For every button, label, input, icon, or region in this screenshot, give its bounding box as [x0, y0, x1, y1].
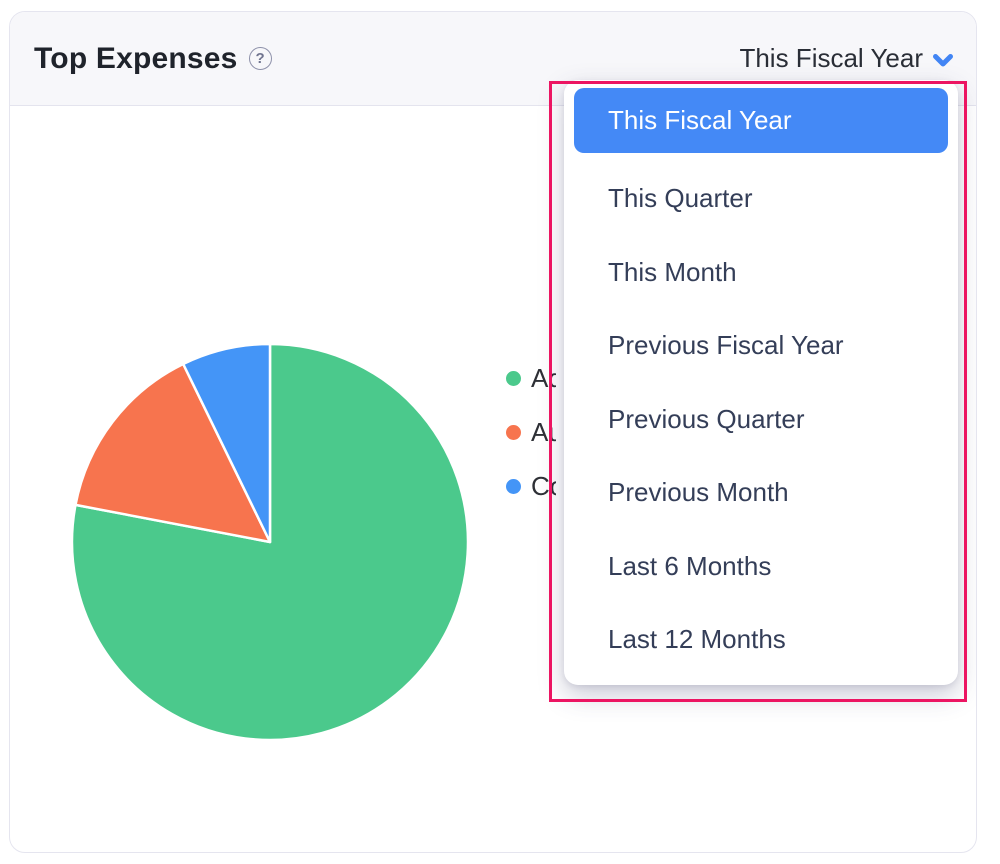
top-expenses-card: Top Expenses ? This Fiscal Year Ad Au — [9, 11, 977, 853]
menu-item-last-12-months[interactable]: Last 12 Months — [608, 624, 786, 655]
legend-item[interactable]: Ad — [506, 363, 556, 393]
legend-label: Ad — [531, 362, 556, 393]
menu-item-previous-fiscal-year[interactable]: Previous Fiscal Year — [608, 330, 844, 361]
legend-item[interactable]: Au — [506, 417, 556, 447]
legend-label: Au — [531, 416, 556, 447]
legend-label: Co — [531, 470, 556, 501]
menu-item-last-6-months[interactable]: Last 6 Months — [608, 550, 772, 581]
legend-dot-orange — [506, 424, 521, 440]
legend-dot-blue — [506, 478, 521, 494]
period-dropdown-menu: This Fiscal Year This Quarter This Month… — [564, 80, 958, 685]
help-icon[interactable]: ? — [248, 47, 272, 70]
chart-legend: Ad Au Co — [506, 363, 556, 525]
pie-slice-2[interactable] — [74, 362, 272, 544]
menu-item-this-month[interactable]: This Month — [608, 256, 737, 287]
chevron-down-icon — [933, 54, 953, 67]
menu-item-this-quarter[interactable]: This Quarter — [608, 183, 753, 214]
period-selector-value: This Fiscal Year — [739, 43, 923, 73]
menu-item-previous-month[interactable]: Previous Month — [608, 477, 789, 508]
pie-slice-1[interactable] — [70, 342, 470, 742]
page-title: Top Expenses — [34, 41, 238, 75]
period-selector[interactable]: This Fiscal Year — [739, 43, 954, 74]
card-header: Top Expenses ? This Fiscal Year — [10, 12, 976, 106]
menu-item-this-fiscal-year[interactable]: This Fiscal Year — [574, 88, 948, 153]
pie-slice-3[interactable] — [181, 342, 272, 544]
menu-item-previous-quarter[interactable]: Previous Quarter — [608, 403, 805, 434]
legend-dot-green — [506, 370, 521, 386]
top-expenses-pie-chart — [70, 342, 470, 742]
legend-item[interactable]: Co — [506, 471, 556, 501]
